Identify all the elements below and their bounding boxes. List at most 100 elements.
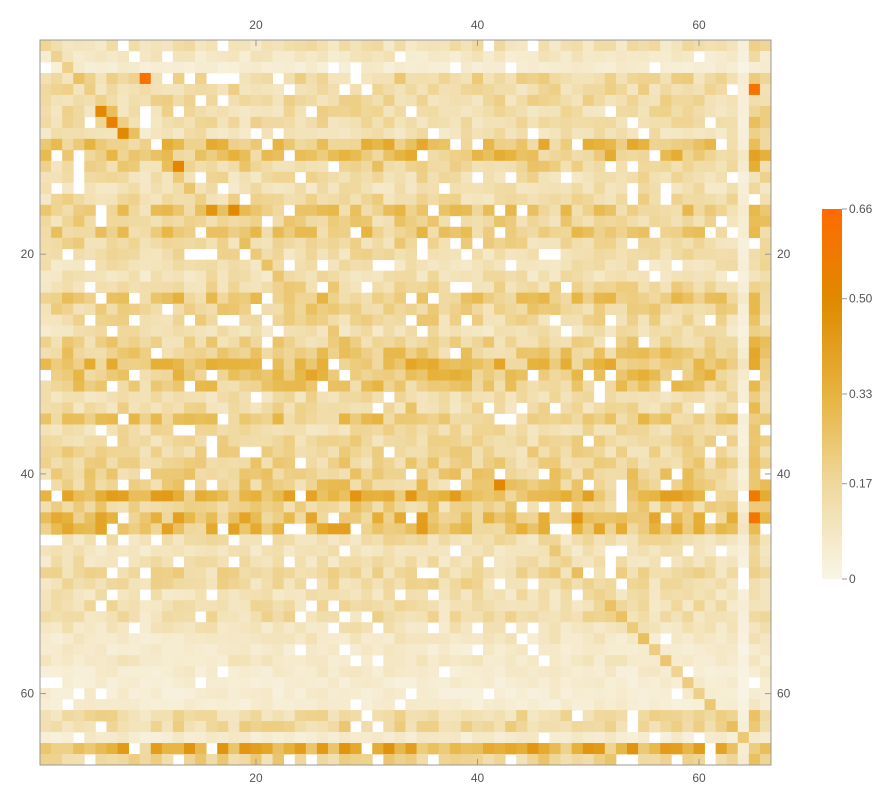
heatmap-cell — [339, 160, 351, 173]
heatmap-cell — [405, 281, 417, 294]
heatmap-cell — [715, 116, 728, 129]
heatmap-cell — [571, 567, 584, 579]
heatmap-cell — [427, 666, 440, 678]
heatmap-cell — [627, 127, 639, 140]
heatmap-cell — [117, 567, 130, 579]
heatmap-cell — [660, 347, 672, 359]
heatmap-cell — [604, 259, 617, 272]
heatmap-cell — [394, 523, 406, 535]
heatmap-cell — [460, 534, 473, 546]
heatmap-cell — [139, 732, 152, 744]
heatmap-cell — [73, 226, 85, 239]
heatmap-cell — [693, 556, 705, 568]
heatmap-cell — [206, 754, 218, 766]
heatmap-cell — [139, 743, 152, 755]
heatmap-cell — [261, 600, 273, 612]
heatmap-cell — [206, 303, 218, 316]
heatmap-cell — [460, 160, 473, 173]
heatmap-cell — [206, 138, 218, 151]
heatmap-cell — [139, 237, 152, 250]
heatmap-cell — [361, 61, 373, 74]
heatmap-cell — [571, 50, 584, 63]
heatmap-cell — [438, 149, 451, 162]
heatmap-cell — [483, 369, 495, 381]
heatmap-cell — [217, 677, 229, 689]
heatmap-cell — [460, 479, 473, 491]
heatmap-cell — [483, 149, 495, 162]
heatmap-cell — [693, 160, 705, 173]
heatmap-cell — [250, 688, 262, 700]
heatmap-cell — [671, 534, 683, 546]
heatmap-cell — [361, 292, 373, 305]
heatmap-cell — [383, 424, 395, 436]
heatmap-cell — [405, 501, 417, 513]
heatmap-cell — [759, 226, 772, 239]
heatmap-cell — [582, 501, 595, 513]
heatmap-cell — [405, 523, 417, 535]
heatmap-cell — [660, 237, 672, 250]
heatmap-cell — [649, 259, 661, 272]
heatmap-cell — [516, 655, 528, 667]
heatmap-cell — [206, 721, 218, 733]
heatmap-cell — [682, 171, 694, 184]
heatmap-cell — [84, 666, 96, 678]
heatmap-cell — [593, 633, 606, 645]
heatmap-cell — [161, 523, 174, 535]
heatmap-cell — [372, 160, 384, 173]
heatmap-cell — [250, 710, 262, 722]
heatmap-cell — [660, 204, 672, 217]
heatmap-cell — [383, 325, 395, 337]
heatmap-cell — [726, 446, 739, 458]
heatmap-cell — [95, 138, 107, 151]
heatmap-cell — [715, 754, 728, 766]
heatmap-cell — [516, 732, 528, 744]
heatmap-cell — [449, 567, 462, 579]
heatmap-cell — [582, 182, 595, 195]
heatmap-cell — [195, 259, 207, 272]
heatmap-cell — [272, 281, 285, 294]
heatmap-cell — [183, 699, 196, 711]
heatmap-cell — [405, 171, 417, 184]
heatmap-cell — [449, 534, 462, 546]
heatmap-cell — [405, 347, 417, 359]
heatmap-cell — [183, 523, 196, 535]
heatmap-cell — [660, 292, 672, 305]
heatmap-cell — [638, 666, 650, 678]
heatmap-cell — [593, 171, 606, 184]
heatmap-cell — [73, 248, 85, 261]
heatmap-cell — [239, 644, 251, 656]
heatmap-cell — [438, 677, 451, 689]
heatmap-cell — [460, 292, 473, 305]
heatmap-cell — [40, 94, 52, 107]
heatmap-cell — [615, 40, 628, 52]
heatmap-cell — [416, 50, 429, 63]
heatmap-cell — [516, 600, 528, 612]
heatmap-cell — [40, 710, 52, 722]
heatmap-cell — [261, 446, 273, 458]
heatmap-cell — [494, 160, 506, 173]
heatmap-cell — [139, 545, 152, 557]
heatmap-cell — [505, 655, 517, 667]
heatmap-cell — [715, 237, 728, 250]
heatmap-cell — [682, 303, 694, 316]
heatmap-cell — [62, 116, 74, 129]
heatmap-cell — [671, 567, 683, 579]
heatmap-cell — [527, 688, 539, 700]
heatmap-cell — [150, 72, 163, 85]
heatmap-cell — [649, 545, 661, 557]
heatmap-cell — [516, 50, 528, 63]
heatmap-cell — [172, 325, 185, 337]
heatmap-cell — [128, 193, 141, 206]
heatmap-cell — [217, 633, 229, 645]
heatmap-cell — [394, 402, 406, 414]
heatmap-cell — [228, 677, 240, 689]
heatmap-cell — [239, 501, 251, 513]
heatmap-cell — [272, 248, 285, 261]
heatmap-cell — [183, 149, 196, 162]
heatmap-cell — [294, 688, 307, 700]
heatmap-cell — [73, 270, 85, 283]
heatmap-cell — [305, 611, 318, 623]
heatmap-cell — [516, 523, 528, 535]
heatmap-cell — [494, 754, 506, 766]
heatmap-cell — [604, 402, 617, 414]
